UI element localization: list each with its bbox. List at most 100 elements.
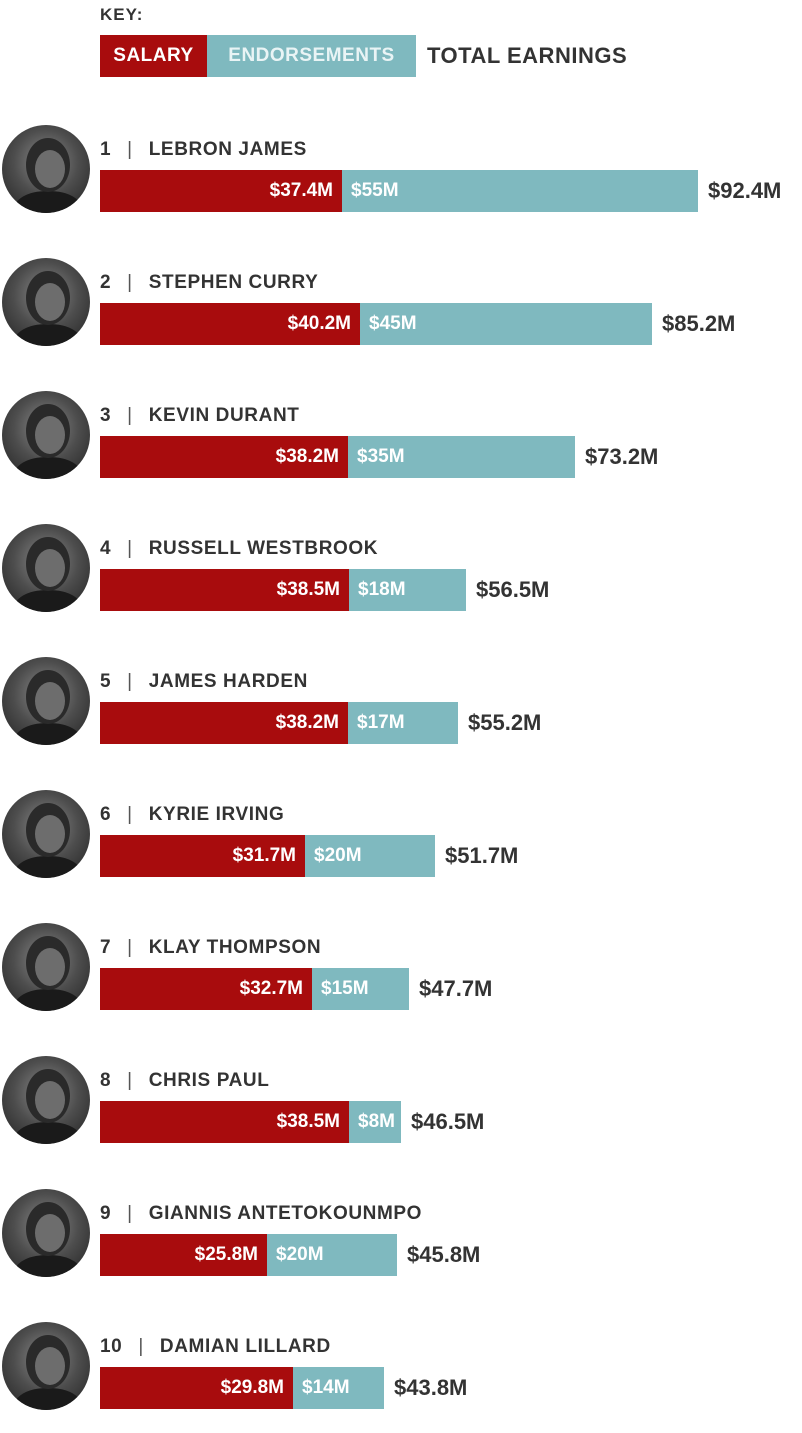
- face-shape: [35, 549, 65, 587]
- player-rank: 6: [100, 804, 112, 825]
- endorsements-bar: $14M: [293, 1367, 384, 1409]
- salary-bar: $37.4M: [100, 170, 342, 212]
- endorsements-bar: $20M: [267, 1234, 397, 1276]
- shoulders-shape: [10, 856, 86, 878]
- player-row: 3 | KEVIN DURANT $38.2M $35M $73.2M: [0, 391, 802, 501]
- player-name: KYRIE IRVING: [148, 804, 285, 825]
- player-silhouette-icon: [10, 1202, 86, 1277]
- rank-separator: |: [127, 272, 133, 293]
- face-shape: [35, 1214, 65, 1252]
- shoulders-shape: [10, 1122, 86, 1144]
- player-row: 2 | STEPHEN CURRY $40.2M $45M $85.2M: [0, 258, 802, 368]
- player-silhouette-icon: [10, 803, 86, 878]
- player-row: 7 | KLAY THOMPSON $32.7M $15M $47.7M: [0, 923, 802, 1033]
- rank-separator: |: [127, 671, 133, 692]
- face-shape: [35, 416, 65, 454]
- player-name: STEPHEN CURRY: [148, 272, 319, 293]
- player-row: 6 | KYRIE IRVING $31.7M $20M $51.7M: [0, 790, 802, 900]
- total-earnings-label: $73.2M: [585, 444, 659, 469]
- player-avatar: [2, 1322, 90, 1410]
- endorsements-bar: $8M: [349, 1101, 401, 1143]
- endorsements-bar: $20M: [305, 835, 435, 877]
- shoulders-shape: [10, 191, 86, 213]
- player-row: 1 | LEBRON JAMES $37.4M $55M $92.4M: [0, 125, 802, 235]
- total-earnings-label: $85.2M: [662, 311, 736, 336]
- player-row: 8 | CHRIS PAUL $38.5M $8M $46.5M: [0, 1056, 802, 1166]
- rank-separator: |: [127, 937, 133, 958]
- salary-bar: $38.2M: [100, 702, 348, 744]
- shoulders-shape: [10, 989, 86, 1011]
- player-name: GIANNIS ANTETOKOUNMPO: [148, 1203, 423, 1224]
- player-label: 4 | RUSSELL WESTBROOK: [100, 538, 378, 560]
- player-name: KLAY THOMPSON: [148, 937, 322, 958]
- face-shape: [35, 1347, 65, 1385]
- total-earnings-label: $46.5M: [411, 1109, 485, 1134]
- rank-separator: |: [127, 1203, 133, 1224]
- player-silhouette-icon: [10, 138, 86, 213]
- rank-separator: |: [127, 538, 133, 559]
- total-earnings-label: $92.4M: [708, 178, 782, 203]
- player-label: 2 | STEPHEN CURRY: [100, 272, 318, 294]
- salary-bar: $38.2M: [100, 436, 348, 478]
- face-shape: [35, 1081, 65, 1119]
- player-name: CHRIS PAUL: [148, 1070, 270, 1091]
- player-avatar: [2, 1189, 90, 1277]
- endorsements-bar: $35M: [348, 436, 575, 478]
- player-label: 1 | LEBRON JAMES: [100, 139, 307, 161]
- player-row: 4 | RUSSELL WESTBROOK $38.5M $18M $56.5M: [0, 524, 802, 634]
- salary-bar: $32.7M: [100, 968, 312, 1010]
- total-earnings-label: $45.8M: [407, 1242, 481, 1267]
- stacked-bar: $38.2M $17M: [100, 702, 458, 744]
- player-silhouette-icon: [10, 670, 86, 745]
- player-avatar: [2, 125, 90, 213]
- player-label: 5 | JAMES HARDEN: [100, 671, 308, 693]
- player-row: 10 | DAMIAN LILLARD $29.8M $14M $43.8M: [0, 1322, 802, 1432]
- stacked-bar: $38.5M $8M: [100, 1101, 401, 1143]
- total-earnings-label: $51.7M: [445, 843, 519, 868]
- stacked-bar: $37.4M $55M: [100, 170, 698, 212]
- endorsements-bar: $18M: [349, 569, 466, 611]
- face-shape: [35, 283, 65, 321]
- stacked-bar: $31.7M $20M: [100, 835, 435, 877]
- rank-separator: |: [127, 139, 133, 160]
- player-avatar: [2, 790, 90, 878]
- player-avatar: [2, 258, 90, 346]
- stacked-bar: $32.7M $15M: [100, 968, 409, 1010]
- legend-endorsements: ENDORSEMENTS: [207, 35, 416, 77]
- player-silhouette-icon: [10, 1069, 86, 1144]
- total-earnings-label: $55.2M: [468, 710, 542, 735]
- legend-salary: SALARY: [100, 35, 207, 77]
- player-label: 7 | KLAY THOMPSON: [100, 937, 321, 959]
- player-rank: 4: [100, 538, 112, 559]
- player-label: 10 | DAMIAN LILLARD: [100, 1336, 331, 1358]
- player-rank: 1: [100, 139, 112, 160]
- face-shape: [35, 682, 65, 720]
- player-name: DAMIAN LILLARD: [159, 1336, 331, 1357]
- player-name: RUSSELL WESTBROOK: [148, 538, 379, 559]
- player-rank: 7: [100, 937, 112, 958]
- legend-total-earnings: TOTAL EARNINGS: [427, 43, 628, 68]
- stacked-bar: $38.5M $18M: [100, 569, 466, 611]
- player-rank: 9: [100, 1203, 112, 1224]
- salary-bar: $38.5M: [100, 569, 349, 611]
- shoulders-shape: [10, 324, 86, 346]
- rank-separator: |: [138, 1336, 144, 1357]
- player-rank: 2: [100, 272, 112, 293]
- face-shape: [35, 815, 65, 853]
- shoulders-shape: [10, 1388, 86, 1410]
- rank-separator: |: [127, 804, 133, 825]
- endorsements-bar: $17M: [348, 702, 458, 744]
- shoulders-shape: [10, 1255, 86, 1277]
- player-rank: 10: [100, 1336, 123, 1357]
- rank-separator: |: [127, 1070, 133, 1091]
- player-avatar: [2, 1056, 90, 1144]
- salary-bar: $31.7M: [100, 835, 305, 877]
- endorsements-bar: $45M: [360, 303, 652, 345]
- key-label: KEY:: [100, 5, 144, 24]
- player-silhouette-icon: [10, 404, 86, 479]
- player-silhouette-icon: [10, 537, 86, 612]
- player-rank: 3: [100, 405, 112, 426]
- stacked-bar: $29.8M $14M: [100, 1367, 384, 1409]
- player-silhouette-icon: [10, 936, 86, 1011]
- total-earnings-label: $43.8M: [394, 1375, 468, 1400]
